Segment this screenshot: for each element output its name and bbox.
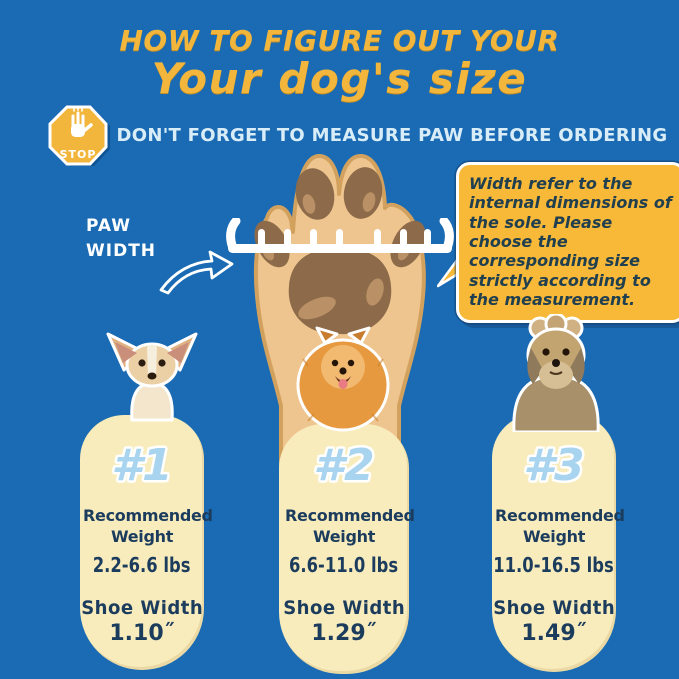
pomeranian-left-ear	[315, 326, 339, 345]
paw-width-label: PAW WIDTH	[86, 214, 156, 263]
pomeranian-photo	[296, 326, 390, 432]
weight-range: 6.6-11.0 lbs	[289, 552, 399, 577]
paw-width-label-line2: WIDTH	[86, 240, 157, 261]
size-number: #3	[523, 440, 585, 491]
ruler-right-post	[439, 218, 454, 253]
ruler-teeth	[258, 229, 431, 247]
page-title: HOW TO FIGURE OUT YOUR	[119, 24, 560, 57]
speech-bubble-text: Width refer to the internal dimensions o…	[469, 174, 672, 310]
shoe-width-label: Shoe Width	[282, 596, 406, 619]
shoe-width-value: 1.29˝	[311, 620, 377, 646]
paw-width-label-line1: PAW	[86, 216, 132, 236]
weight-range: 11.0-16.5 lbs	[493, 552, 615, 577]
recommended-weight-label: Recommended Weight	[495, 506, 625, 546]
shoe-width-label: Shoe Width	[80, 596, 204, 619]
size-number: #2	[313, 440, 375, 491]
recommended-weight-label: Recommended Weight	[83, 506, 213, 546]
size-card-3: #3 Recommended Weight 11.0-16.5 lbs Shoe…	[492, 414, 625, 672]
shoe-width-value: 1.10˝	[109, 620, 175, 646]
weight-range: 2.2-6.6 lbs	[93, 552, 191, 577]
paw-width-ruler	[226, 218, 454, 253]
size-number: #1	[111, 440, 173, 491]
ruler-bar	[228, 244, 452, 253]
pomeranian-right-ear	[347, 326, 371, 345]
warning-text: DON'T FORGET TO MEASURE PAW BEFORE ORDER…	[116, 125, 668, 146]
shoe-width-label: Shoe Width	[492, 596, 616, 619]
size-card-2: #2 Recommended Weight 6.6-11.0 lbs Shoe …	[279, 424, 415, 674]
hand-icon	[71, 106, 93, 137]
speech-bubble: Width refer to the internal dimensions o…	[456, 162, 679, 323]
paw-width-arrow	[159, 250, 234, 295]
page-subtitle: Your dog's size	[151, 54, 528, 103]
recommended-weight-label: Recommended Weight	[285, 506, 415, 546]
stop-sign-label: STOP	[60, 148, 97, 161]
chihuahua-photo	[106, 332, 198, 422]
ruler-left-post	[226, 218, 241, 253]
shoe-width-value: 1.49˝	[521, 620, 587, 646]
yorkshire-terrier-photo	[512, 314, 600, 432]
stop-sign-icon: STOP	[48, 105, 110, 166]
chihuahua-chest	[130, 381, 174, 422]
size-card-1: #1 Recommended Weight 2.2-6.6 lbs Shoe W…	[80, 415, 213, 670]
